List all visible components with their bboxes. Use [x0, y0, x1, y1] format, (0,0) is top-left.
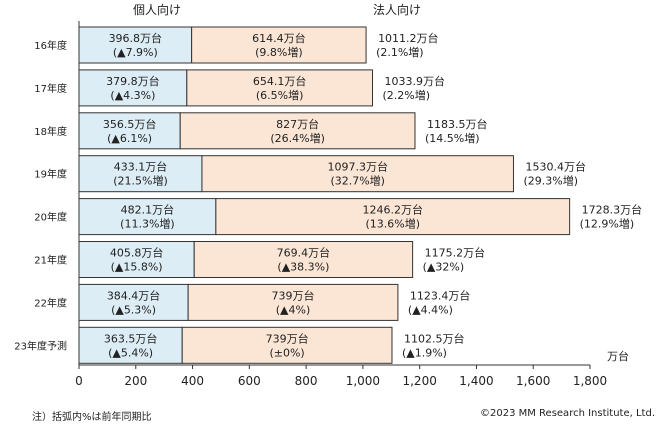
category-label: 18年度 [34, 125, 67, 138]
data-label-total-change: (12.9%増) [580, 218, 635, 231]
data-label-total-value: 1123.4万台 [410, 288, 471, 302]
data-label-corporate-change: (32.7%増) [330, 175, 385, 188]
data-label-total-change: (14.5%増) [425, 132, 480, 145]
data-label-personal-change: (▲5.3%) [111, 303, 156, 316]
data-label-personal-change: (▲5.4%) [108, 346, 153, 359]
data-label-total-change: (2.1%増) [376, 46, 424, 59]
data-label-corporate-change: (6.5%増) [256, 89, 304, 102]
x-tick-label: 1,000 [346, 374, 380, 388]
data-label-personal-value: 405.8万台 [110, 246, 164, 260]
data-label-total-change: (29.3%増) [523, 175, 578, 188]
data-label-corporate-change: (26.4%増) [270, 132, 325, 145]
data-label-corporate-change: (±0%) [269, 346, 304, 359]
data-label-personal-change: (21.5%増) [113, 175, 168, 188]
series-label-corporate: 法人向け [373, 2, 421, 17]
category-label: 20年度 [34, 211, 67, 224]
bar-personal [78, 155, 203, 193]
bar-personal [78, 26, 193, 64]
copyright: ©2023 MM Research Institute, Ltd. [480, 408, 655, 419]
category-label: 22年度 [34, 296, 67, 309]
x-axis-unit: 万台 [607, 349, 629, 363]
data-label-personal-value: 482.1万台 [121, 203, 175, 217]
x-tick-label: 1,600 [516, 374, 550, 388]
data-label-personal-value: 363.5万台 [104, 331, 158, 345]
data-label-total-value: 1011.2万台 [378, 31, 439, 45]
bar-corporate [186, 69, 374, 107]
bar-personal [78, 112, 181, 150]
bar-personal [78, 69, 188, 107]
category-label: 16年度 [34, 39, 67, 52]
data-label-total-value: 1033.9万台 [385, 74, 446, 88]
data-label-corporate-change: (9.8%増) [255, 46, 303, 59]
data-label-personal-value: 379.8万台 [106, 74, 160, 88]
bar-personal [78, 283, 189, 321]
data-label-corporate-value: 1097.3万台 [327, 160, 388, 174]
data-label-total-change: (▲1.9%) [402, 346, 447, 359]
data-label-personal-value: 384.4万台 [107, 288, 161, 302]
data-label-personal-change: (▲7.9%) [113, 46, 158, 59]
data-label-corporate-value: 614.4万台 [252, 31, 306, 45]
category-label: 23年度予測 [14, 339, 67, 352]
x-tick-label: 1,400 [459, 374, 493, 388]
x-tick-label: 0 [75, 374, 83, 388]
data-label-corporate-value: 827万台 [276, 117, 319, 131]
data-label-corporate-value: 769.4万台 [277, 246, 331, 260]
bar-corporate [215, 198, 571, 236]
x-tick-label: 1,200 [402, 374, 436, 388]
x-tick-label: 800 [295, 374, 318, 388]
data-label-total-change: (▲4.4%) [408, 303, 453, 316]
data-label-personal-change: (▲15.8%) [111, 261, 163, 274]
data-label-personal-change: (11.3%増) [120, 218, 175, 231]
bar-corporate [193, 241, 414, 278]
data-label-total-value: 1183.5万台 [427, 117, 488, 131]
data-label-total-value: 1530.4万台 [525, 160, 586, 174]
data-label-corporate-value: 1246.2万台 [363, 203, 424, 217]
data-label-corporate-change: (▲38.3%) [277, 261, 329, 274]
data-label-corporate-change: (▲4%) [276, 303, 311, 316]
data-label-total-value: 1728.3万台 [582, 203, 643, 217]
category-label: 21年度 [34, 254, 67, 267]
bar-corporate [181, 326, 393, 364]
data-label-total-change: (2.2%増) [383, 89, 431, 102]
category-label: 19年度 [34, 168, 67, 181]
footnote: 注）括弧内%は前年同期比 [32, 410, 152, 423]
bar-corporate [201, 155, 514, 193]
data-label-total-value: 1102.5万台 [404, 331, 465, 345]
x-tick-label: 600 [238, 374, 261, 388]
series-label-personal: 個人向け [133, 2, 181, 17]
x-tick-label: 1,800 [573, 374, 607, 388]
data-label-personal-value: 396.8万台 [109, 31, 163, 45]
data-label-corporate-value: 739万台 [266, 331, 309, 345]
bar-corporate [191, 26, 367, 64]
data-label-corporate-value: 739万台 [272, 288, 315, 302]
category-label: 17年度 [34, 82, 67, 95]
data-label-total-change: (▲32%) [423, 261, 465, 274]
data-label-personal-change: (▲4.3%) [110, 89, 155, 102]
data-label-personal-change: (▲6.1%) [107, 132, 152, 145]
x-tick-label: 400 [181, 374, 204, 388]
x-tick-label: 200 [124, 374, 147, 388]
bar-corporate [179, 112, 416, 150]
data-label-total-value: 1175.2万台 [425, 246, 486, 260]
data-label-personal-value: 356.5万台 [103, 117, 157, 131]
data-label-corporate-value: 654.1万台 [253, 74, 307, 88]
bar-corporate [187, 283, 399, 321]
data-label-corporate-change: (13.6%増) [365, 218, 420, 231]
data-label-personal-value: 433.1万台 [114, 160, 168, 174]
